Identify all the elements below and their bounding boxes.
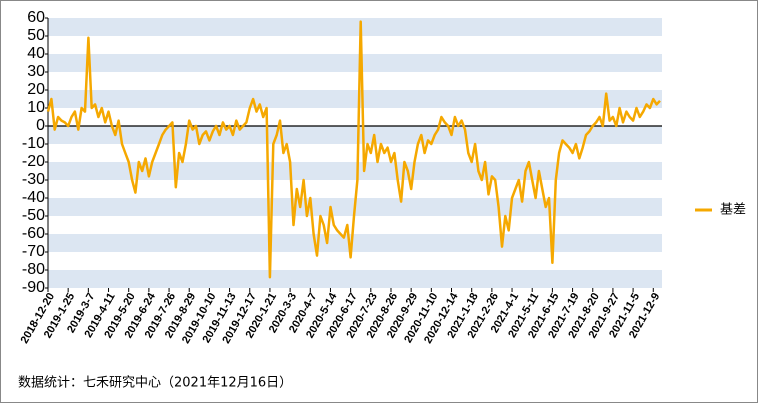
- y-tick-label: 40: [27, 45, 45, 62]
- y-tick-label: 20: [27, 81, 45, 98]
- y-tick-label: -10: [22, 135, 45, 152]
- y-tick-label: -90: [22, 279, 45, 296]
- grid-band: [48, 90, 662, 108]
- y-tick-label: -20: [22, 153, 45, 170]
- y-tick-label: -50: [22, 207, 45, 224]
- y-tick-label: 60: [27, 9, 45, 26]
- y-tick-label: -30: [22, 171, 45, 188]
- y-tick-label: 30: [27, 63, 45, 80]
- y-tick-label: -40: [22, 189, 45, 206]
- grid-band: [48, 18, 662, 36]
- y-tick-label: 0: [36, 117, 45, 134]
- y-tick-label: -60: [22, 225, 45, 242]
- grid-band: [48, 270, 662, 288]
- legend-label: 基差: [720, 203, 746, 218]
- data-line: [46, 20, 661, 279]
- grid-band: [48, 54, 662, 72]
- grid-band: [48, 234, 662, 252]
- y-tick-label: 50: [27, 27, 45, 44]
- grid-band: [48, 126, 662, 144]
- source-note: 数据统计：七禾研究中心（2021年12月16日）: [18, 376, 292, 391]
- y-tick-label: 10: [27, 99, 45, 116]
- y-tick-label: -80: [22, 261, 45, 278]
- grid-band: [48, 162, 662, 180]
- y-tick-label: -70: [22, 243, 45, 260]
